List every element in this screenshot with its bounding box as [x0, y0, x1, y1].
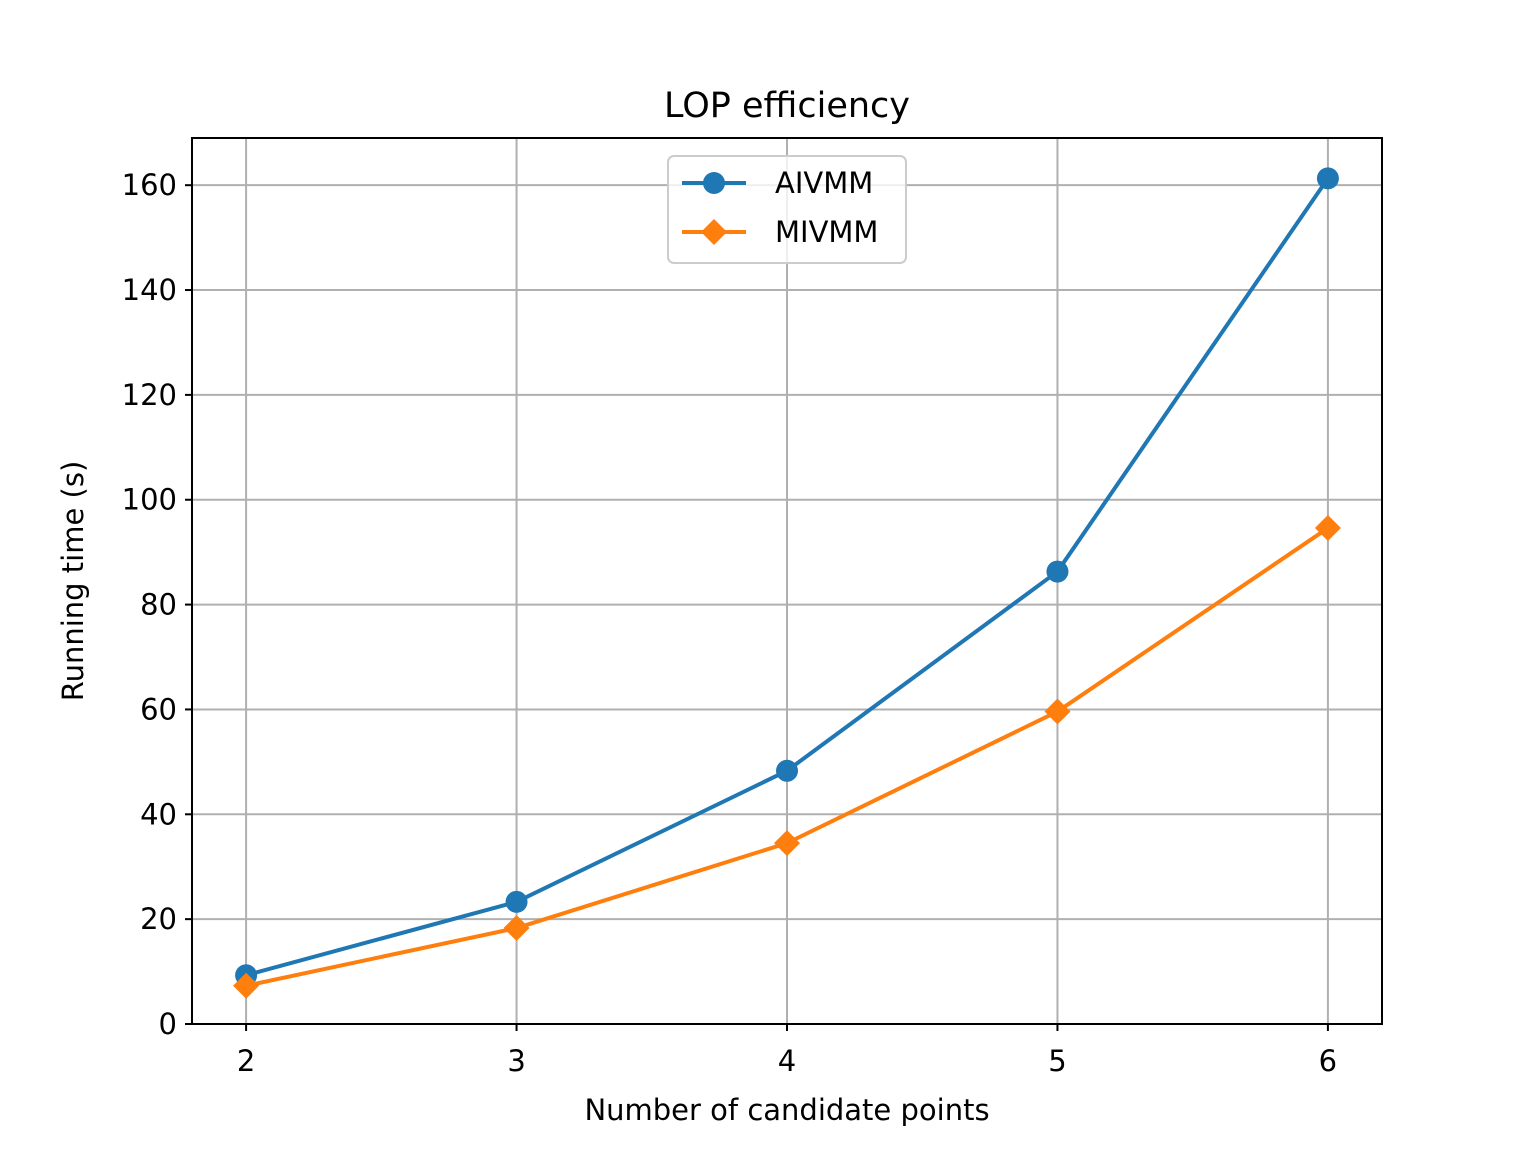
legend: AIVMM MIVMM — [667, 155, 907, 264]
series-aivmm — [235, 167, 1339, 987]
x-tick-label: 2 — [237, 1044, 255, 1078]
x-tick-label: 4 — [778, 1044, 796, 1078]
legend-label: AIVMM — [775, 166, 873, 200]
y-tick-label: 140 — [122, 273, 177, 307]
chart-title: LOP efficiency — [664, 86, 910, 126]
legend-marker — [703, 172, 725, 194]
y-tick-label: 40 — [140, 797, 177, 831]
data-point — [1314, 515, 1341, 542]
data-point — [503, 915, 530, 942]
legend-entry: MIVMM — [682, 215, 878, 249]
x-tick-label: 6 — [1319, 1044, 1337, 1078]
legend-entries: AIVMM MIVMM — [682, 166, 878, 249]
x-tick-label: 3 — [507, 1044, 525, 1078]
y-axis-label: Running time (s) — [56, 461, 90, 702]
data-point — [776, 759, 798, 782]
data-point — [1046, 560, 1069, 583]
data-point — [1316, 167, 1339, 190]
legend-entry: AIVMM — [682, 166, 873, 200]
data-point — [233, 972, 260, 999]
data-point — [1044, 698, 1071, 725]
x-axis-label: Number of candidate points — [584, 1093, 989, 1127]
y-tick-label: 120 — [122, 378, 177, 412]
series-mivmm — [233, 515, 1341, 999]
y-tick-label: 160 — [122, 168, 177, 202]
y-tick-label: 60 — [140, 692, 177, 726]
y-tick-label: 0 — [159, 1007, 177, 1041]
data-point — [774, 830, 800, 857]
x-tick-label: 5 — [1048, 1044, 1066, 1078]
series-layer — [233, 167, 1341, 999]
y-tick-label: 20 — [140, 902, 177, 936]
data-point — [505, 890, 528, 913]
legend-label: MIVMM — [775, 215, 878, 249]
legend-marker — [701, 219, 727, 245]
y-tick-label: 80 — [140, 588, 177, 622]
y-tick-label: 100 — [122, 483, 177, 517]
